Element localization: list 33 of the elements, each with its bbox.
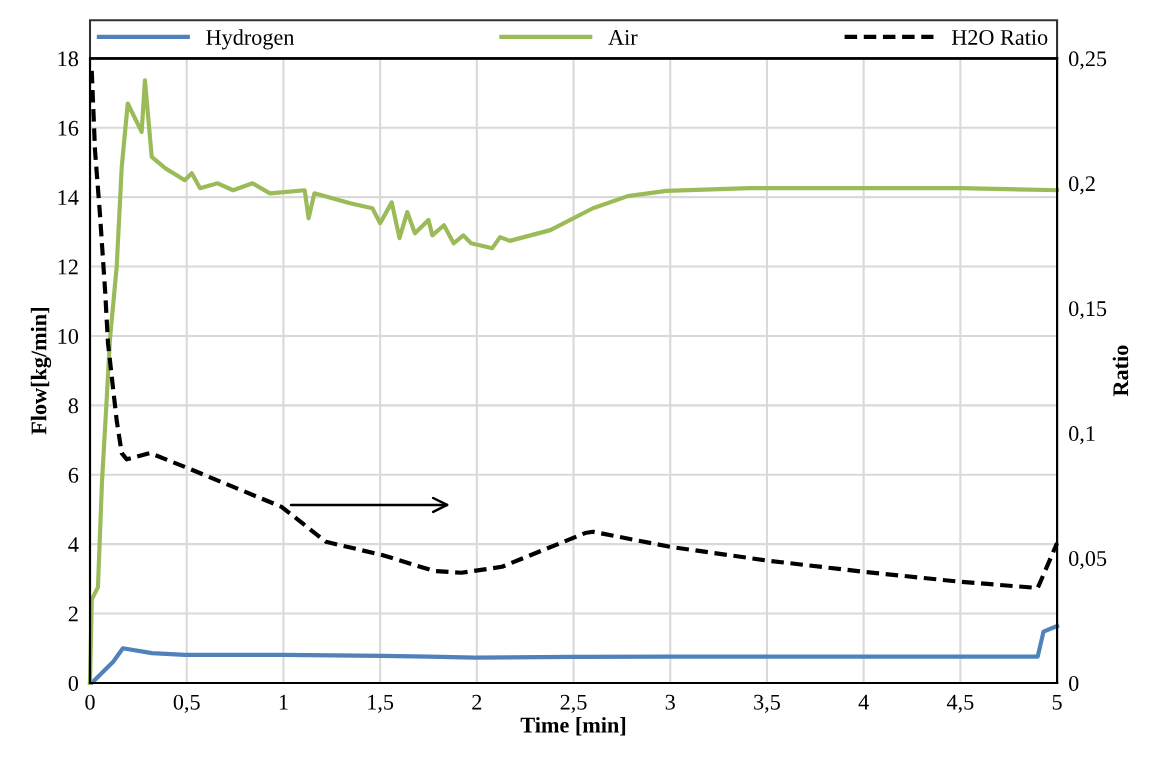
y2-axis-title: Ratio bbox=[1112, 345, 1129, 397]
x-tick-label: 2,5 bbox=[560, 694, 587, 713]
x-tick-label: 2 bbox=[472, 694, 482, 710]
x-tick-label: 0 bbox=[85, 694, 95, 710]
x-tick-label: 1,5 bbox=[368, 694, 394, 713]
x-axis-title: Time [min] bbox=[520, 717, 626, 736]
y-tick-label: 0 bbox=[68, 675, 79, 691]
y-tick-label: 16 bbox=[58, 120, 79, 136]
x-tick-label: 4 bbox=[858, 694, 869, 710]
y-tick-label: 10 bbox=[58, 328, 79, 344]
x-tick-label: 3 bbox=[665, 694, 675, 710]
x-tick-label: 4,5 bbox=[946, 694, 974, 713]
y-tick-label: 4 bbox=[68, 537, 79, 552]
y-tick-label: 18 bbox=[58, 51, 79, 67]
y2-tick-label: 0,05 bbox=[1069, 550, 1107, 570]
legend-label: Air bbox=[608, 29, 638, 45]
legend-label: Hydrogen bbox=[206, 29, 295, 50]
y2-tick-label: 0 bbox=[1069, 675, 1079, 691]
y2-tick-label: 0,15 bbox=[1069, 301, 1107, 320]
y2-tick-label: 0,2 bbox=[1069, 176, 1095, 195]
x-tick-label: 1 bbox=[279, 694, 288, 710]
x-tick-label: 5 bbox=[1052, 694, 1062, 710]
y-tick-label: 2 bbox=[68, 606, 78, 622]
y2-tick-label: 0,1 bbox=[1069, 426, 1095, 445]
legend-label: H2O Ratio bbox=[951, 29, 1048, 45]
y2-tick-label: 0,25 bbox=[1069, 51, 1107, 70]
x-tick-label: 3,5 bbox=[754, 694, 780, 713]
y-tick-label: 12 bbox=[58, 259, 78, 275]
y-tick-label: 6 bbox=[68, 467, 79, 483]
y-axis-title: Flow[kg/min] bbox=[30, 308, 52, 435]
x-tick-label: 0,5 bbox=[173, 694, 200, 713]
y-tick-label: 8 bbox=[68, 398, 79, 414]
y-tick-label: 14 bbox=[58, 190, 79, 205]
